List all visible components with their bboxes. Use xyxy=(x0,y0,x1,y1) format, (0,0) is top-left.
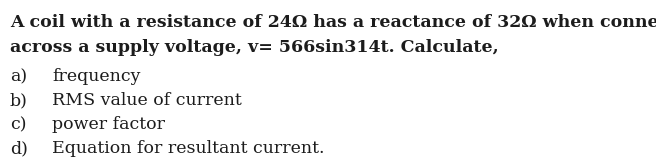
Text: b): b) xyxy=(10,92,28,109)
Text: RMS value of current: RMS value of current xyxy=(52,92,242,109)
Text: c): c) xyxy=(10,116,26,133)
Text: a): a) xyxy=(10,68,27,85)
Text: A coil with a resistance of 24Ω has a reactance of 32Ω when connected: A coil with a resistance of 24Ω has a re… xyxy=(10,14,656,31)
Text: across a supply voltage, v= 566sin314t. Calculate,: across a supply voltage, v= 566sin314t. … xyxy=(10,39,499,56)
Text: power factor: power factor xyxy=(52,116,165,133)
Text: frequency: frequency xyxy=(52,68,140,85)
Text: d): d) xyxy=(10,140,28,157)
Text: Equation for resultant current.: Equation for resultant current. xyxy=(52,140,325,157)
